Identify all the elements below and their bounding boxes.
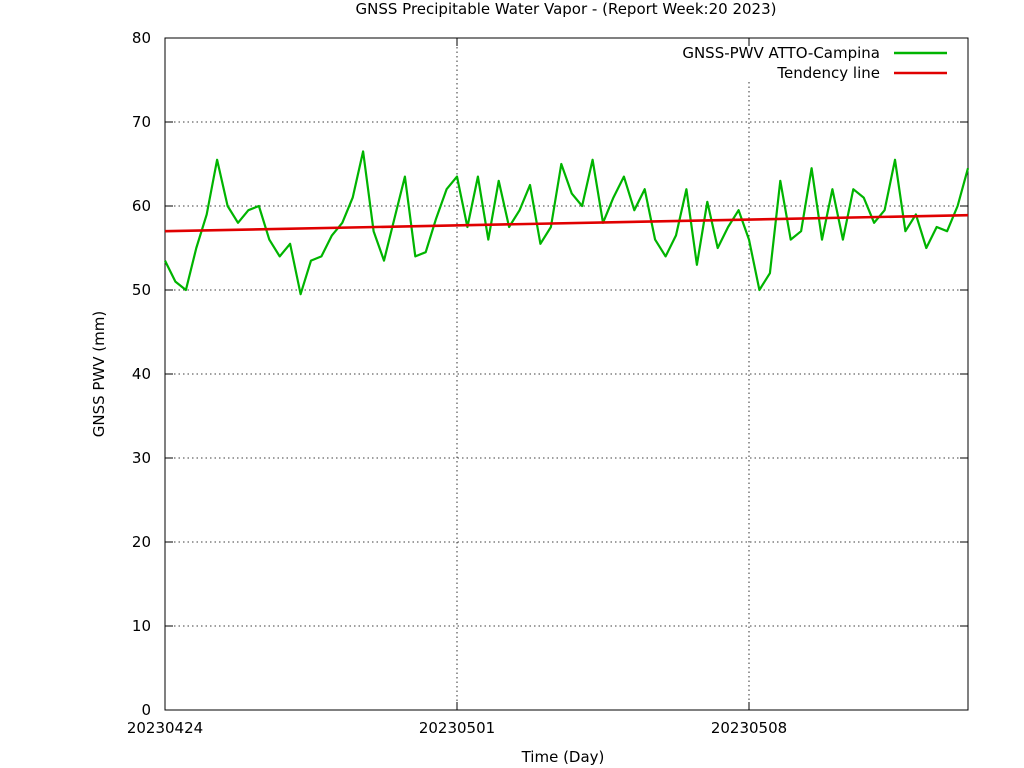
legend-label-0: GNSS-PWV ATTO-Campina [682,44,880,62]
y-axis-label: GNSS PWV (mm) [90,311,108,438]
y-tick-label-0: 0 [141,701,151,719]
y-tick-label-1: 10 [132,617,151,635]
legend: GNSS-PWV ATTO-Campina Tendency line [682,44,947,82]
y-tick-label-7: 70 [132,113,151,131]
x-tick-label-1: 20230501 [419,719,495,737]
y-tick-label-2: 20 [132,533,151,551]
x-axis-label: Time (Day) [521,748,605,766]
legend-label-1: Tendency line [776,64,880,82]
x-tick-label-0: 20230424 [127,719,203,737]
y-tick-label-6: 60 [132,197,151,215]
chart-title: GNSS Precipitable Water Vapor - (Report … [356,0,777,18]
series-lines [164,150,970,296]
grid-lines [165,38,968,710]
y-tick-label-3: 30 [132,449,151,467]
y-tick-label-8: 80 [132,29,151,47]
series-line-gnss-pwv [164,150,970,296]
x-tick-label-2: 20230508 [711,719,787,737]
y-tick-label-4: 40 [132,365,151,383]
series-line-tendency [164,213,969,233]
axis-ticks: 0 10 20 30 40 50 60 70 80 20230424 20230501 2023050… [127,29,968,737]
y-tick-label-5: 50 [132,281,151,299]
